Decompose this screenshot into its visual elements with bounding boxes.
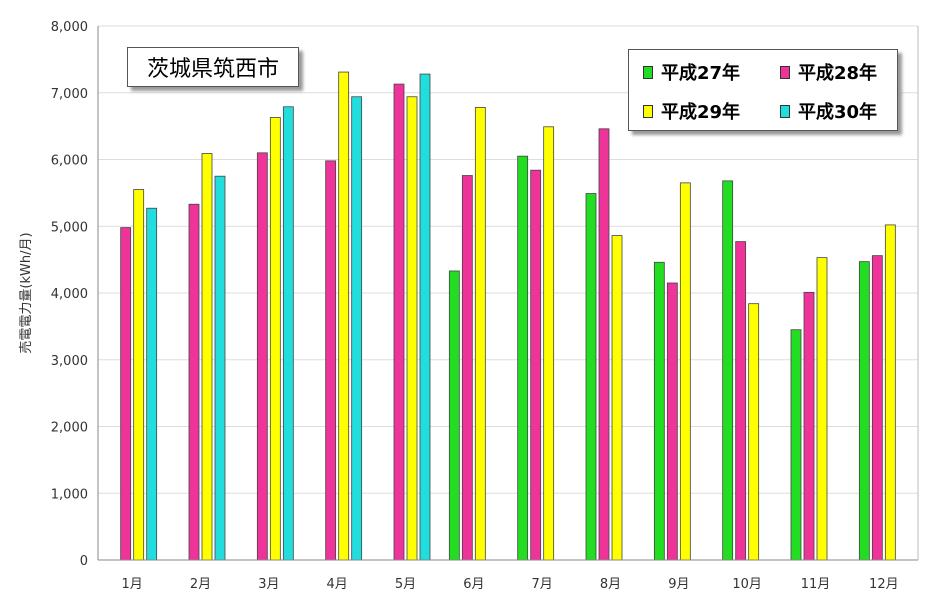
bar <box>188 203 200 561</box>
bar <box>816 257 828 561</box>
bar <box>871 255 883 561</box>
x-tick-label: 3月 <box>258 577 279 592</box>
legend-swatch-h29 <box>643 104 653 118</box>
x-tick-label: 11月 <box>801 577 831 592</box>
y-tick-label: 6,000 <box>51 154 88 169</box>
bar <box>884 224 896 561</box>
legend-label-h29: 平成29年 <box>661 102 741 123</box>
legend-item-h28: 平成28年 <box>780 59 877 85</box>
x-tick-label: 7月 <box>532 577 553 592</box>
x-tick-label: 9月 <box>668 577 689 592</box>
gridlines <box>98 25 918 494</box>
bar <box>201 153 213 561</box>
bar <box>269 117 281 561</box>
bar <box>722 180 734 561</box>
bar <box>133 189 145 561</box>
bar <box>858 261 870 561</box>
x-tick-label: 4月 <box>327 577 348 592</box>
bar <box>598 128 610 561</box>
bars <box>120 71 896 561</box>
bar <box>803 291 815 561</box>
x-tick-label: 1月 <box>122 577 143 592</box>
legend-label-h30: 平成30年 <box>798 102 878 123</box>
bar <box>448 270 460 561</box>
bar <box>611 235 623 561</box>
bar <box>338 71 350 561</box>
y-tick-label: 4,000 <box>51 287 88 302</box>
y-tick-label: 5,000 <box>51 220 88 235</box>
legend-label-h28: 平成28年 <box>798 63 878 84</box>
legend-label-h27: 平成27年 <box>661 63 741 84</box>
bar <box>735 241 747 561</box>
x-tick-label: 8月 <box>600 577 621 592</box>
x-tick-label: 6月 <box>463 577 484 592</box>
x-tick-labels: 1月 2月 3月 4月 5月 6月 7月 8月 9月 10月 11月 12月 <box>122 577 899 592</box>
bar <box>530 169 542 561</box>
legend: 平成27年 平成28年 平成29年 平成30年 <box>628 49 898 131</box>
bar <box>543 126 555 561</box>
bar <box>517 155 529 561</box>
bar <box>325 160 337 561</box>
x-tick-label: 12月 <box>869 577 899 592</box>
bar <box>474 107 486 561</box>
bar <box>406 96 418 561</box>
bar <box>679 182 691 561</box>
bar <box>790 329 802 561</box>
y-axis-label: 売電電力量(kWh/月) <box>18 232 34 353</box>
bar <box>585 193 597 561</box>
y-tick-label: 0 <box>80 554 88 569</box>
bar <box>146 207 158 561</box>
bar <box>351 96 363 561</box>
bar <box>282 106 294 561</box>
bar <box>120 227 132 561</box>
y-tick-labels: 0 1,000 2,000 3,000 4,000 5,000 6,000 7,000 8,00… <box>51 20 88 569</box>
legend-item-h27: 平成27年 <box>643 59 740 85</box>
bar <box>461 175 473 561</box>
legend-swatch-h28 <box>780 65 790 79</box>
legend-item-h29: 平成29年 <box>643 98 740 124</box>
axes <box>97 26 919 561</box>
y-tick-label: 1,000 <box>51 487 88 502</box>
bar <box>653 261 665 561</box>
bar <box>214 175 226 561</box>
legend-swatch-h30 <box>780 104 790 118</box>
bar <box>393 83 405 561</box>
legend-item-h30: 平成30年 <box>780 98 877 124</box>
y-tick-label: 7,000 <box>51 87 88 102</box>
bar <box>666 282 678 561</box>
y-tick-label: 8,000 <box>51 20 88 35</box>
x-tick-label: 5月 <box>395 577 416 592</box>
chart-title: 茨城県筑西市 <box>127 47 299 87</box>
x-tick-label: 10月 <box>732 577 762 592</box>
y-tick-label: 3,000 <box>51 354 88 369</box>
bar <box>256 152 268 561</box>
bar <box>419 73 431 561</box>
x-tick-label: 2月 <box>190 577 211 592</box>
y-tick-label: 2,000 <box>51 421 88 436</box>
bar <box>748 303 760 561</box>
legend-swatch-h27 <box>643 65 653 79</box>
